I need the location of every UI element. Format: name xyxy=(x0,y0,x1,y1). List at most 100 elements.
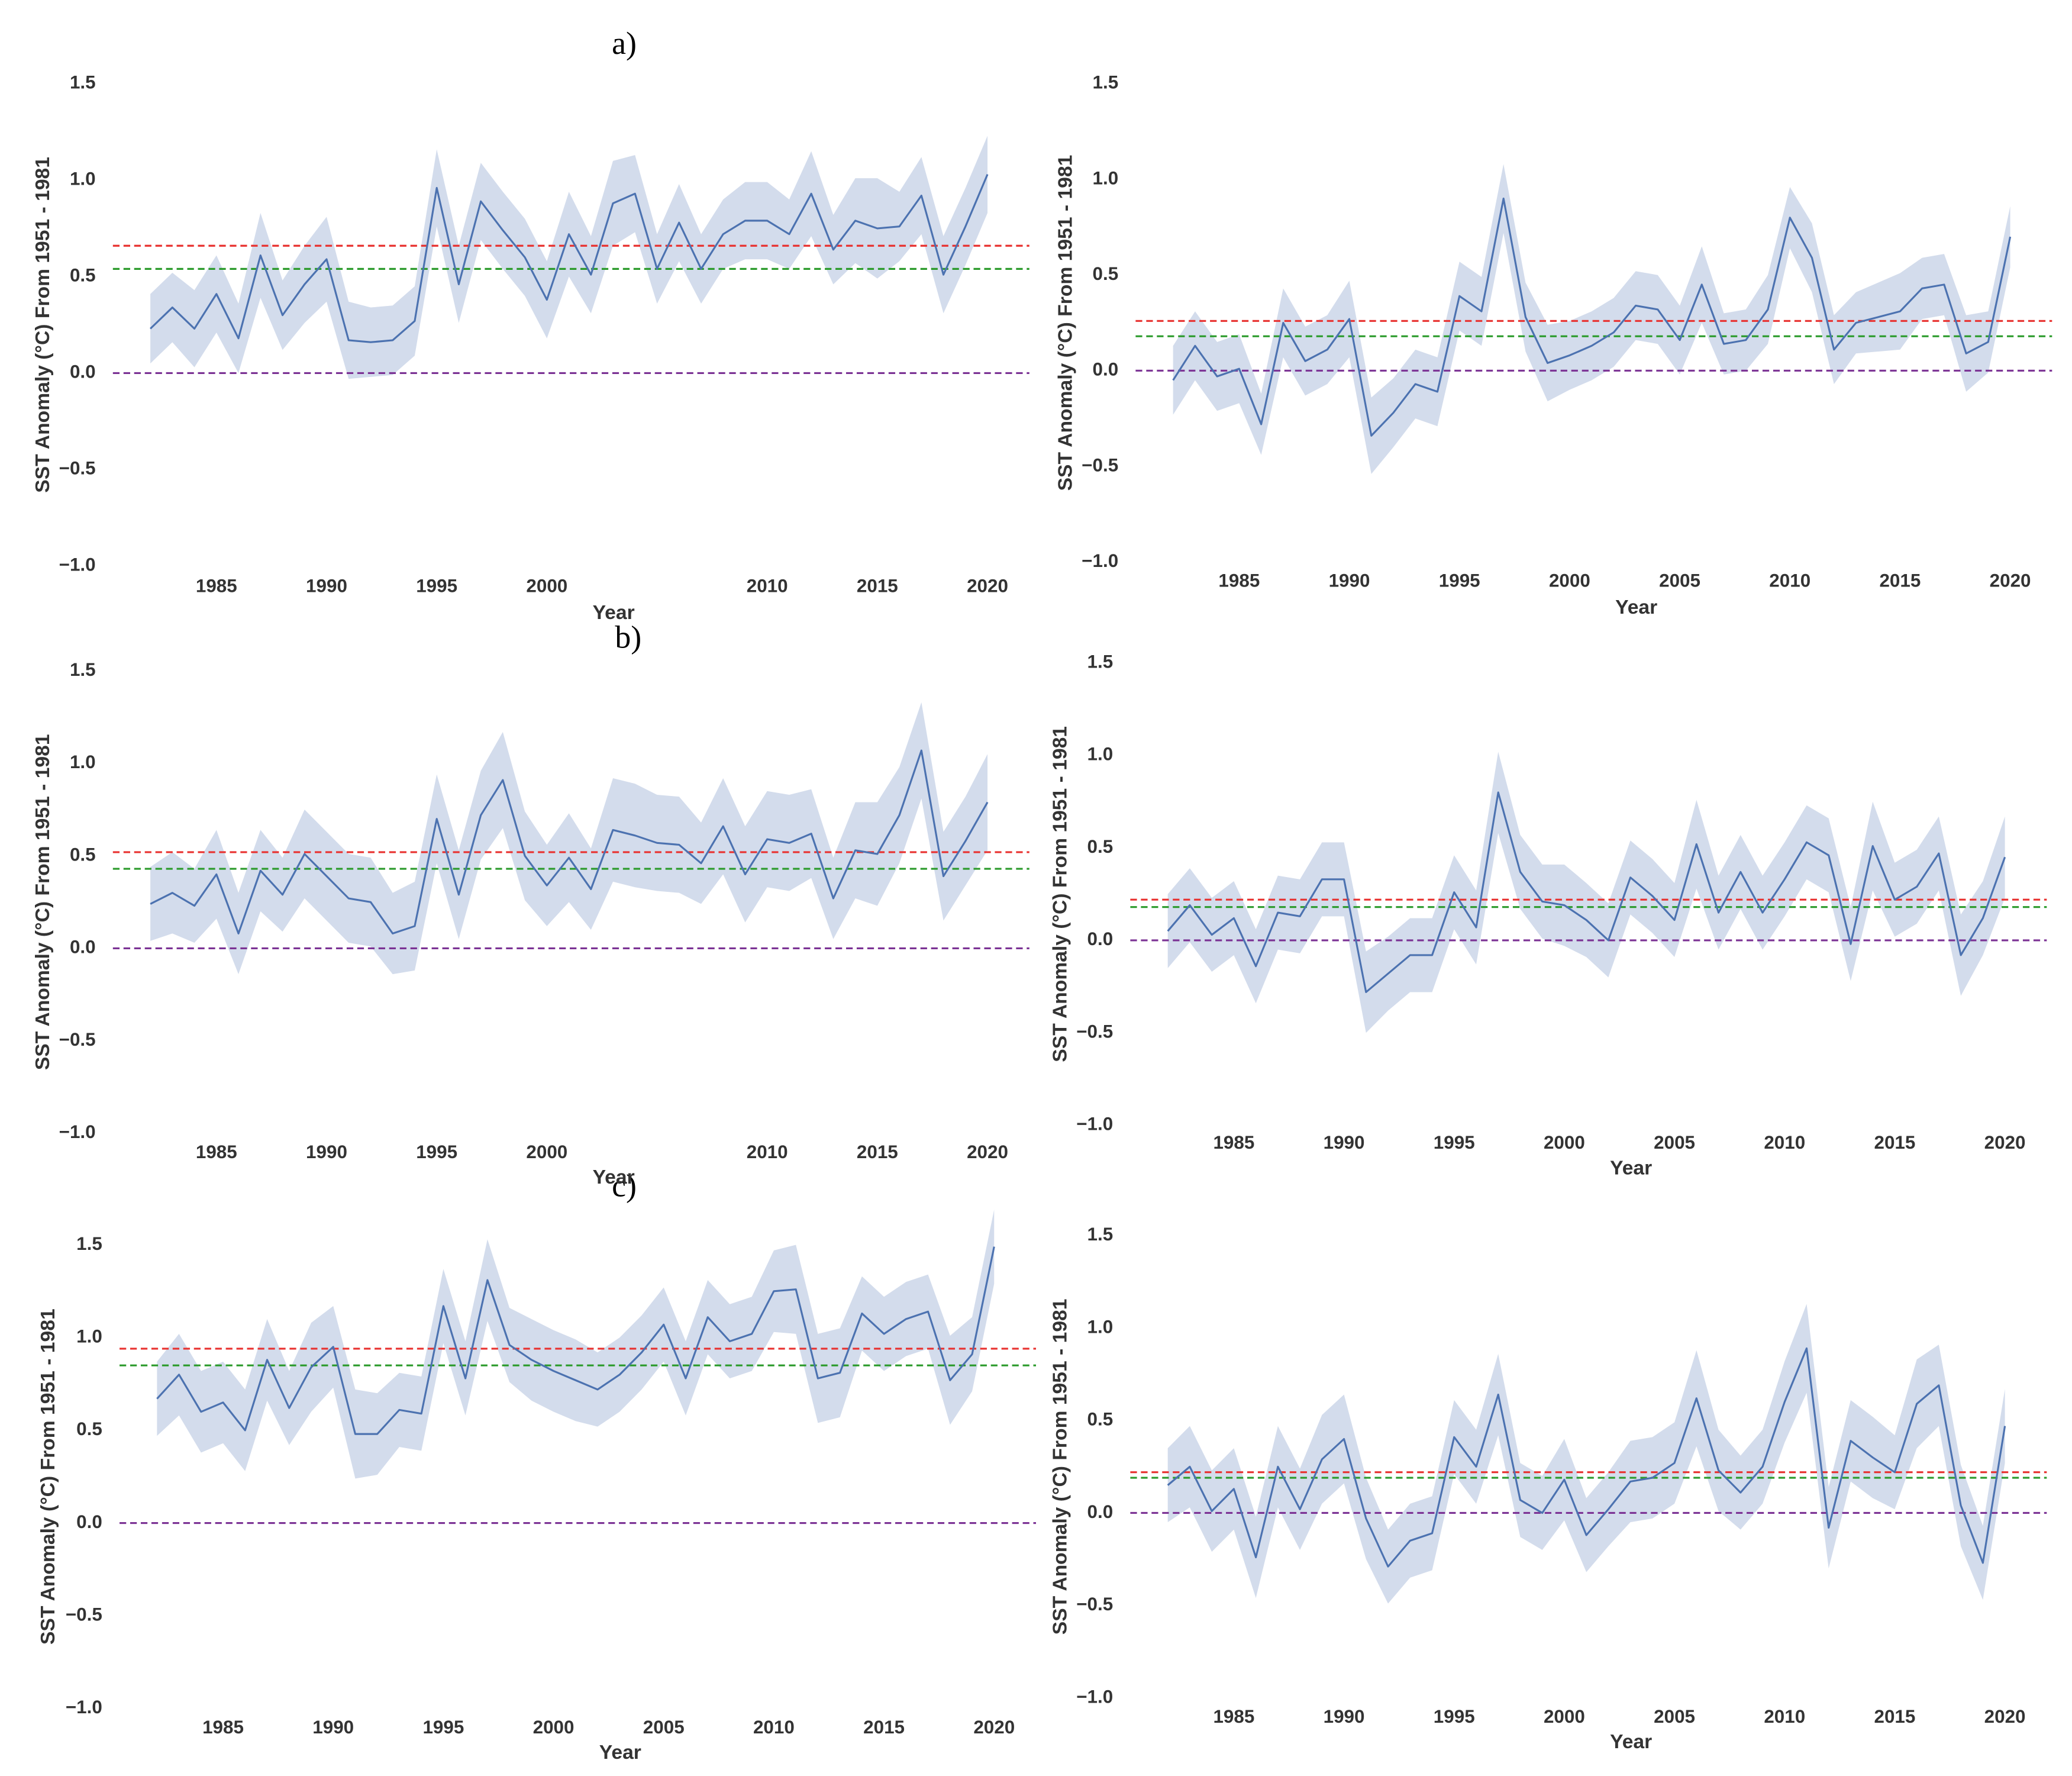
x-tick-label: 2015 xyxy=(1874,1706,1915,1727)
y-tick-label: 1.0 xyxy=(70,752,96,772)
x-tick-label: 2020 xyxy=(967,576,1008,597)
y-tick-label: −1.0 xyxy=(59,555,96,575)
data-line xyxy=(150,174,989,343)
x-tick-label: 1995 xyxy=(416,1142,457,1162)
x-axis-label: Year xyxy=(593,1166,635,1188)
y-tick-label: 1.0 xyxy=(76,1326,102,1346)
data-line xyxy=(156,1246,995,1435)
y-tick-label: 1.5 xyxy=(1093,72,1119,93)
y-tick-label: 0.5 xyxy=(76,1419,102,1439)
y-tick-label: −1.0 xyxy=(1082,550,1118,571)
x-tick-label: 2015 xyxy=(1879,570,1921,591)
x-tick-label: 1990 xyxy=(1324,1132,1365,1153)
y-tick-label: 0.0 xyxy=(76,1511,102,1532)
y-tick-label: 0.5 xyxy=(70,265,96,286)
x-tick-label: 2005 xyxy=(1654,1706,1695,1727)
y-tick-label: 0.0 xyxy=(1093,359,1119,380)
confidence-band xyxy=(150,136,988,379)
y-tick-label: −0.5 xyxy=(59,1029,96,1050)
x-tick-label: 2015 xyxy=(857,1142,898,1162)
x-tick-label: 1985 xyxy=(1218,570,1260,591)
x-axis-label: Year xyxy=(1610,1157,1652,1179)
x-tick-label: 2005 xyxy=(643,1717,685,1738)
x-tick-label: 1995 xyxy=(1434,1132,1475,1153)
y-tick-label: 0.0 xyxy=(70,362,96,382)
y-tick-label: 1.0 xyxy=(1087,744,1114,765)
x-tick-label: 2000 xyxy=(533,1717,575,1738)
y-tick-label: −1.0 xyxy=(66,1697,102,1717)
confidence-band xyxy=(1173,164,2010,474)
x-tick-label: 1995 xyxy=(422,1717,464,1738)
y-axis-label: SST Anomaly (°C) From 1951 - 1981 xyxy=(1055,155,1077,491)
y-tick-label: −0.5 xyxy=(1082,455,1118,475)
x-tick-label: 1990 xyxy=(306,1142,347,1162)
x-tick-label: 2005 xyxy=(1654,1132,1695,1153)
x-tick-label: 1990 xyxy=(306,576,347,597)
x-tick-label: 1995 xyxy=(416,576,457,597)
x-tick-label: 2010 xyxy=(753,1717,795,1738)
y-tick-label: 0.5 xyxy=(1087,836,1114,857)
y-axis-label: SST Anomaly (°C) From 1951 - 1981 xyxy=(32,734,54,1070)
x-tick-label: 2015 xyxy=(857,576,898,597)
x-tick-label: 2000 xyxy=(526,1142,567,1162)
x-tick-label: 2000 xyxy=(1544,1706,1585,1727)
y-tick-label: 1.0 xyxy=(70,169,96,189)
y-tick-label: 1.5 xyxy=(1087,1224,1114,1245)
y-tick-label: 0.0 xyxy=(70,937,96,958)
y-tick-label: −0.5 xyxy=(1076,1021,1113,1042)
x-tick-label: 2000 xyxy=(526,576,567,597)
y-tick-label: 1.0 xyxy=(1093,167,1119,188)
y-tick-label: 1.5 xyxy=(70,72,96,93)
x-axis-label: Year xyxy=(599,1742,641,1764)
confidence-band xyxy=(157,1209,995,1479)
x-axis-label: Year xyxy=(1610,1731,1652,1753)
y-axis-label: SST Anomaly (°C) From 1951 - 1981 xyxy=(32,157,54,493)
data-line xyxy=(1167,1347,2006,1568)
x-tick-label: 2010 xyxy=(1764,1706,1805,1727)
panel-label: c) xyxy=(612,1168,637,1204)
y-axis-label: SST Anomaly (°C) From 1951 - 1981 xyxy=(37,1308,59,1645)
y-tick-label: −0.5 xyxy=(1076,1594,1113,1614)
y-axis-label: SST Anomaly (°C) From 1951 - 1981 xyxy=(1050,1299,1071,1635)
y-tick-label: 0.5 xyxy=(1093,263,1119,284)
x-tick-label: 2010 xyxy=(1764,1132,1805,1153)
x-tick-label: 1985 xyxy=(196,1142,237,1162)
x-tick-label: 1985 xyxy=(1213,1706,1254,1727)
x-tick-label: 1995 xyxy=(1434,1706,1475,1727)
x-tick-label: 2015 xyxy=(863,1717,905,1738)
x-tick-label: 2020 xyxy=(1984,1706,2026,1727)
confidence-band xyxy=(1167,1304,2005,1604)
y-tick-label: 1.5 xyxy=(70,659,96,680)
y-tick-label: −1.0 xyxy=(1076,1686,1113,1707)
x-tick-label: 2010 xyxy=(1769,570,1810,591)
x-tick-label: 2010 xyxy=(747,1142,788,1162)
x-tick-label: 2005 xyxy=(1659,570,1700,591)
x-tick-label: 2000 xyxy=(1544,1132,1585,1153)
x-tick-label: 1990 xyxy=(1324,1706,1365,1727)
x-tick-label: 1990 xyxy=(1329,570,1370,591)
y-tick-label: 1.5 xyxy=(76,1233,102,1254)
y-tick-label: 0.0 xyxy=(1087,929,1114,949)
y-tick-label: −1.0 xyxy=(59,1121,96,1142)
x-axis-label: Year xyxy=(593,602,635,624)
y-tick-label: 1.5 xyxy=(1087,652,1114,672)
panel-label: a) xyxy=(612,25,637,61)
y-tick-label: 0.0 xyxy=(1087,1501,1114,1522)
y-tick-label: 0.5 xyxy=(70,844,96,865)
x-tick-label: 2020 xyxy=(1990,570,2031,591)
x-tick-label: 2020 xyxy=(1984,1132,2026,1153)
x-tick-label: 1985 xyxy=(1213,1132,1254,1153)
x-tick-label: 1990 xyxy=(312,1717,354,1738)
x-tick-label: 1985 xyxy=(202,1717,244,1738)
x-axis-label: Year xyxy=(1615,597,1657,618)
y-tick-label: −0.5 xyxy=(59,458,96,479)
data-line xyxy=(1167,791,2006,994)
data-line xyxy=(150,749,989,934)
data-line xyxy=(1172,197,2012,437)
y-tick-label: −0.5 xyxy=(66,1604,102,1625)
x-tick-label: 2020 xyxy=(973,1717,1015,1738)
y-axis-label: SST Anomaly (°C) From 1951 - 1981 xyxy=(1050,726,1071,1062)
x-tick-label: 2015 xyxy=(1874,1132,1915,1153)
x-tick-label: 1985 xyxy=(196,576,237,597)
